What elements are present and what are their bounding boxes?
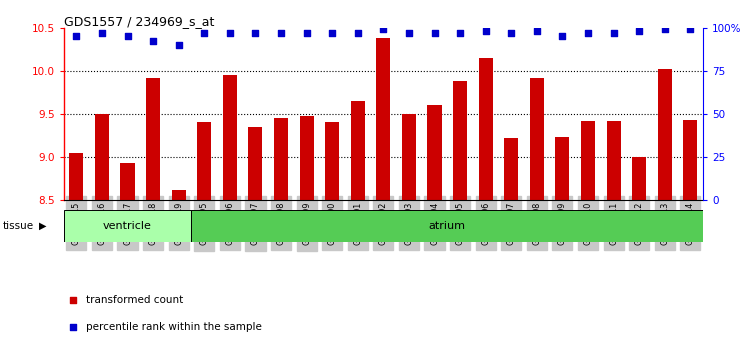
Text: atrium: atrium — [429, 221, 466, 231]
Bar — [376, 38, 390, 200]
Point — [582, 30, 594, 36]
Text: ▶: ▶ — [39, 221, 46, 231]
Bar — [581, 121, 595, 200]
Bar — [64, 210, 191, 241]
Bar — [683, 120, 697, 200]
Point — [96, 30, 108, 36]
Point — [224, 30, 236, 36]
Bar — [504, 138, 518, 200]
Bar — [146, 78, 160, 200]
Bar — [299, 117, 313, 200]
Bar — [223, 75, 237, 200]
Bar — [657, 69, 672, 200]
Text: ventricle: ventricle — [103, 221, 152, 231]
Bar — [120, 163, 135, 200]
Point — [633, 28, 645, 34]
Point — [301, 30, 313, 36]
Text: transformed count: transformed count — [86, 296, 183, 305]
Bar — [607, 121, 621, 200]
Point — [505, 30, 517, 36]
Point — [67, 324, 79, 330]
Point — [377, 27, 389, 32]
Point — [684, 27, 696, 32]
Point — [479, 28, 491, 34]
Point — [67, 298, 79, 303]
Point — [607, 30, 619, 36]
Bar — [427, 105, 441, 200]
Point — [429, 30, 441, 36]
Bar — [248, 127, 263, 200]
Point — [531, 28, 543, 34]
Point — [147, 39, 159, 44]
Point — [173, 42, 185, 48]
Point — [249, 30, 261, 36]
Bar — [70, 152, 84, 200]
Bar — [191, 210, 703, 241]
Bar — [274, 118, 288, 200]
Bar — [402, 114, 416, 200]
Point — [403, 30, 415, 36]
Text: tissue: tissue — [2, 221, 34, 231]
Bar — [632, 157, 646, 200]
Point — [557, 33, 568, 39]
Bar — [351, 101, 365, 200]
Bar — [453, 81, 468, 200]
Point — [326, 30, 338, 36]
Bar — [171, 190, 186, 200]
Point — [70, 33, 82, 39]
Bar — [555, 137, 569, 200]
Bar — [530, 78, 544, 200]
Bar — [479, 58, 493, 200]
Point — [659, 27, 671, 32]
Point — [352, 30, 364, 36]
Text: percentile rank within the sample: percentile rank within the sample — [86, 322, 262, 332]
Point — [198, 30, 210, 36]
Bar — [325, 122, 340, 200]
Point — [275, 30, 287, 36]
Point — [454, 30, 466, 36]
Bar — [197, 122, 212, 200]
Bar — [95, 114, 109, 200]
Text: GDS1557 / 234969_s_at: GDS1557 / 234969_s_at — [64, 14, 214, 28]
Point — [121, 33, 133, 39]
